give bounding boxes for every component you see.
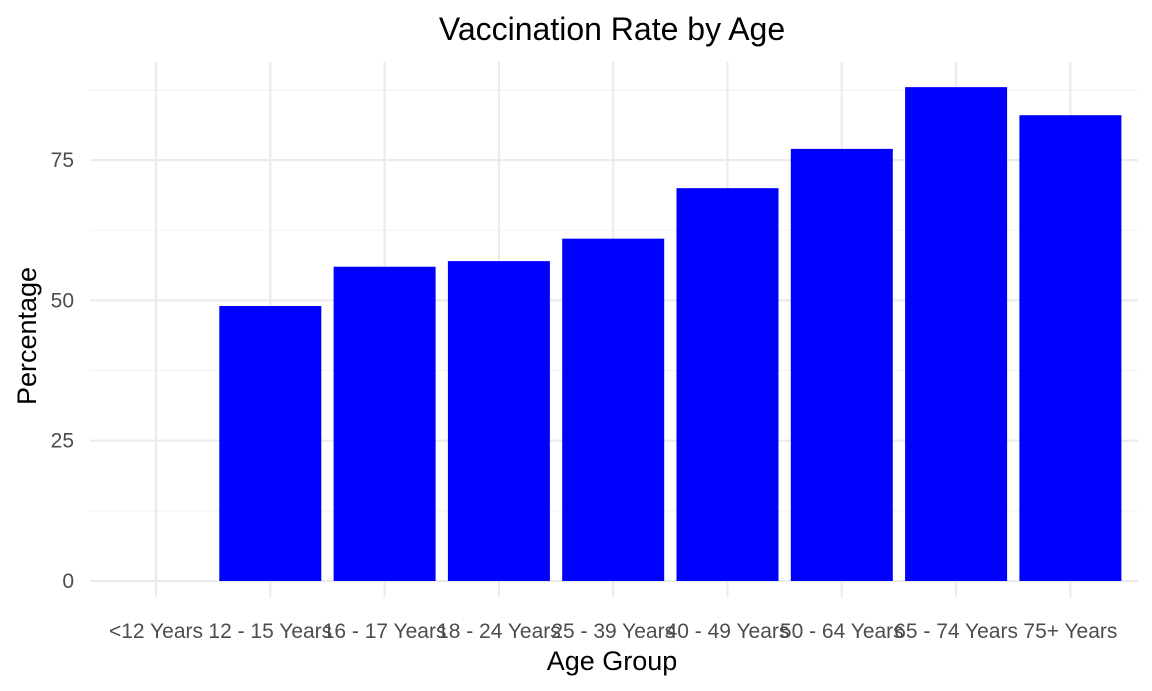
x-tick-label: 75+ Years (1023, 620, 1117, 643)
y-tick-label: 50 (51, 289, 74, 312)
x-tick-label: <12 Years (109, 620, 203, 643)
y-tick-label: 0 (62, 570, 74, 593)
x-tick-label: 50 - 64 Years (780, 620, 904, 643)
x-tick-label: 12 - 15 Years (208, 620, 332, 643)
x-tick-label: 25 - 39 Years (551, 620, 675, 643)
x-tick-label: 18 - 24 Years (437, 620, 561, 643)
bar (219, 306, 322, 581)
bar-layer (219, 87, 1122, 582)
bar (790, 148, 893, 581)
x-axis-title: Age Group (547, 646, 678, 676)
x-tick-label: 40 - 49 Years (666, 620, 790, 643)
x-tick-label: 65 - 74 Years (894, 620, 1018, 643)
y-tick-labels: 0 25 50 75 (51, 149, 74, 593)
x-tick-label: 16 - 17 Years (323, 620, 447, 643)
y-tick-label: 25 (51, 430, 74, 453)
y-axis-title: Percentage (12, 267, 42, 405)
bar (1019, 115, 1122, 581)
bar (447, 261, 550, 581)
y-tick-label: 75 (51, 149, 74, 172)
chart-title: Vaccination Rate by Age (439, 11, 785, 47)
bar (676, 188, 779, 581)
bar (333, 266, 436, 581)
bar (905, 87, 1008, 582)
bar (562, 238, 665, 581)
